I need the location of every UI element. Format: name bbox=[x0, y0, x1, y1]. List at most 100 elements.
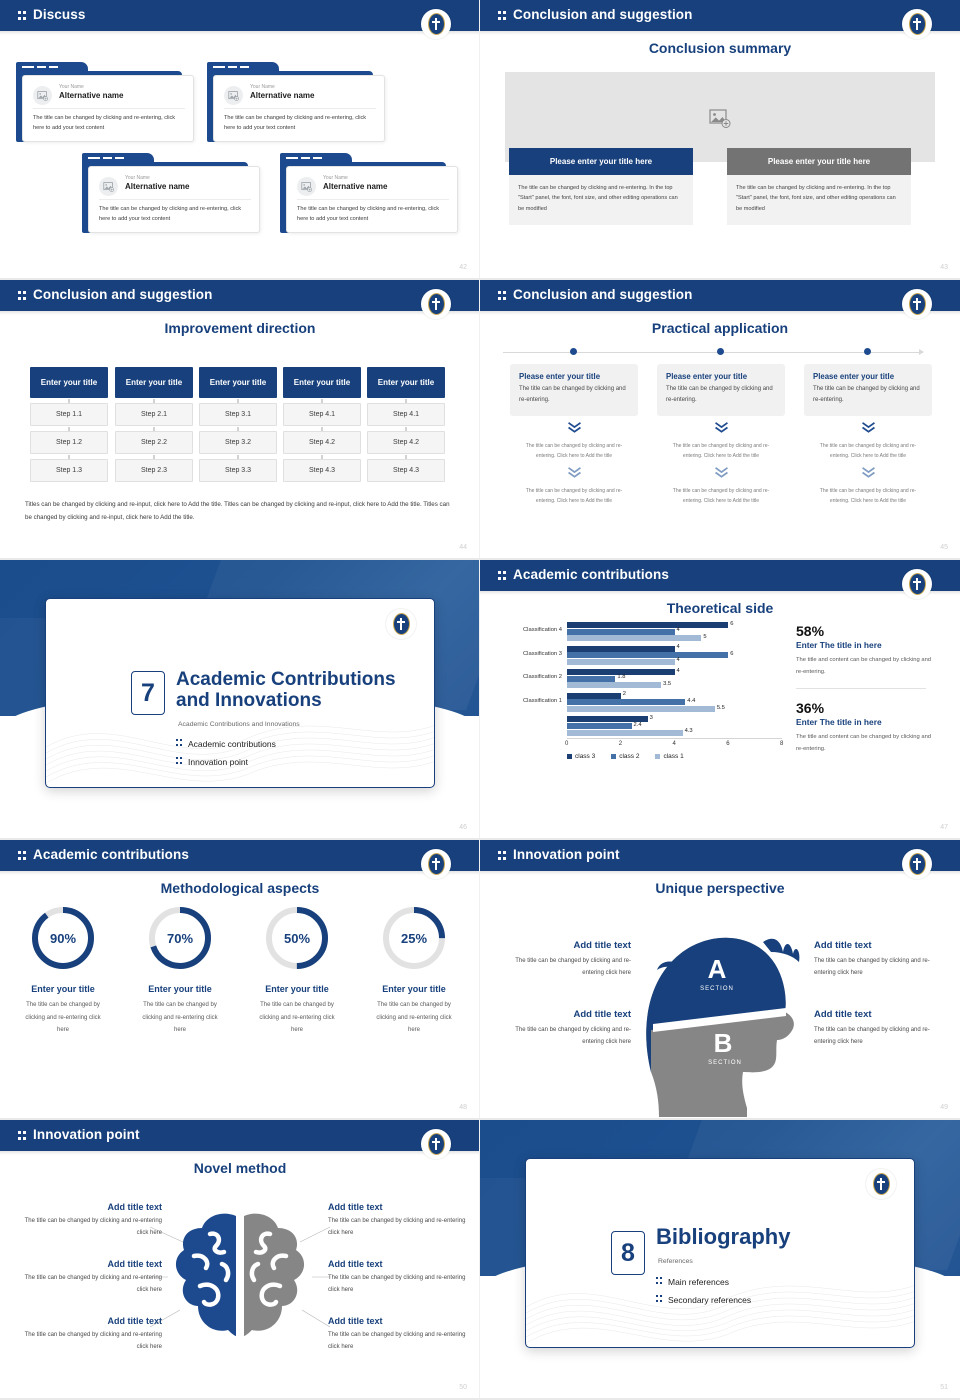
step-item[interactable]: Step 4.3 bbox=[283, 459, 361, 482]
slide-title: Unique perspective bbox=[655, 880, 785, 896]
bar-chart: 6 4 5 4 6 4 4 1.8 3.5 2 4.4 5.5 3 2.4 4.3 Classificati… bbox=[500, 620, 790, 765]
slide-header-title: Conclusion and suggestion bbox=[513, 7, 693, 22]
header-shadow bbox=[480, 871, 960, 875]
donut-percent: 50% bbox=[283, 930, 311, 946]
bar bbox=[567, 658, 675, 665]
info-text-block: Add title text The title can be changed … bbox=[494, 940, 631, 979]
info-title: Add title text bbox=[107, 1259, 162, 1269]
step-column-header[interactable]: Enter your title bbox=[283, 367, 361, 398]
timeline-box[interactable]: Please enter your title The title can be… bbox=[657, 364, 785, 416]
section-list-item[interactable]: Academic contributions bbox=[176, 739, 276, 749]
step-item[interactable]: Step 3.1 bbox=[199, 403, 277, 426]
chevron-down-icon bbox=[804, 466, 932, 484]
page-number: 51 bbox=[940, 1384, 948, 1391]
timeline-column: Please enter your title The title can be… bbox=[510, 364, 638, 506]
step-column-header[interactable]: Enter your title bbox=[367, 367, 445, 398]
step-item[interactable]: Step 4.3 bbox=[367, 459, 445, 482]
folder-card[interactable]: Your Name Alternative name The title can… bbox=[16, 62, 194, 142]
header-shadow bbox=[0, 311, 479, 315]
step-item[interactable]: Step 4.2 bbox=[367, 431, 445, 454]
summary-column[interactable]: Please enter your title here The title c… bbox=[727, 148, 911, 226]
folder-name-small: Your Name bbox=[250, 84, 275, 90]
step-item[interactable]: Step 4.1 bbox=[367, 403, 445, 426]
slide-header: Conclusion and suggestion bbox=[480, 280, 960, 311]
section-list-item[interactable]: Innovation point bbox=[176, 757, 248, 767]
info-body: The title can be changed by clicking and… bbox=[328, 1332, 466, 1350]
step-item[interactable]: Step 4.1 bbox=[283, 403, 361, 426]
section-a-sublabel: SECTION bbox=[700, 986, 734, 992]
kpi-title: Enter The title in here bbox=[796, 717, 882, 727]
cross-logo-icon bbox=[902, 9, 932, 39]
slide-title: Conclusion summary bbox=[648, 40, 792, 56]
summary-caption[interactable]: Please enter your title here bbox=[509, 148, 693, 175]
section-card: 7 Academic Contributions and Innovations… bbox=[45, 598, 435, 788]
folder-card[interactable]: Your Name Alternative name The title can… bbox=[82, 153, 260, 233]
summary-column[interactable]: Please enter your title here The title c… bbox=[509, 148, 693, 226]
section-list-item[interactable]: Secondary references bbox=[656, 1295, 751, 1305]
x-tick-label: 6 bbox=[726, 741, 730, 747]
summary-caption[interactable]: Please enter your title here bbox=[727, 148, 911, 175]
step-column-header[interactable]: Enter your title bbox=[115, 367, 193, 398]
section-subtitle: Academic Contributions and Innovations bbox=[178, 721, 300, 728]
info-title: Add title text bbox=[573, 940, 631, 951]
step-item[interactable]: Step 2.1 bbox=[115, 403, 193, 426]
chevron-down-icon bbox=[657, 421, 785, 439]
cross-logo-icon bbox=[902, 849, 932, 879]
image-placeholder-box[interactable] bbox=[505, 72, 935, 162]
folder-name: Alternative name bbox=[323, 182, 388, 191]
step-item[interactable]: Step 2.3 bbox=[115, 459, 193, 482]
timeline-sub: The title can be changed by clicking and… bbox=[819, 442, 917, 459]
dots-icon bbox=[656, 1277, 664, 1284]
x-tick-label: 4 bbox=[672, 741, 676, 747]
timeline-title: Please enter your title bbox=[666, 372, 748, 381]
bar-value-label: 4.4 bbox=[687, 697, 696, 704]
info-title: Add title text bbox=[328, 1202, 383, 1212]
header-shadow bbox=[480, 591, 960, 595]
bar bbox=[567, 723, 632, 729]
slide-header: Conclusion and suggestion bbox=[0, 280, 479, 311]
timeline-box[interactable]: Please enter your title The title can be… bbox=[804, 364, 932, 416]
folder-card[interactable]: Your Name Alternative name The title can… bbox=[207, 62, 385, 142]
timeline-sub: The title can be changed by clicking and… bbox=[672, 442, 770, 459]
donut-block: 70% Enter your title The title can be chan… bbox=[130, 905, 230, 1037]
section-title: Bibliography bbox=[656, 1224, 791, 1249]
timeline-box[interactable]: Please enter your title The title can be… bbox=[510, 364, 638, 416]
section-list-item[interactable]: Main references bbox=[656, 1277, 729, 1287]
step-item[interactable]: Step 3.2 bbox=[199, 431, 277, 454]
slide-title: Novel method bbox=[193, 1160, 287, 1176]
step-item[interactable]: Step 4.2 bbox=[283, 431, 361, 454]
bar-category-label: Classification 4 bbox=[523, 627, 562, 633]
timeline-sub: The title can be changed by clicking and… bbox=[525, 442, 623, 459]
folder-card[interactable]: Your Name Alternative name The title can… bbox=[280, 153, 458, 233]
timeline-body: The title can be changed by clicking and… bbox=[519, 386, 626, 404]
step-column-header[interactable]: Enter your title bbox=[30, 367, 108, 398]
step-item[interactable]: Step 1.1 bbox=[30, 403, 108, 426]
divider bbox=[297, 199, 449, 200]
slide-header: Academic contributions bbox=[0, 840, 479, 871]
info-title: Add title text bbox=[573, 1009, 631, 1020]
info-title: Add title text bbox=[107, 1316, 162, 1326]
slide-novel-method: Innovation point Novel method bbox=[0, 1120, 480, 1400]
step-item[interactable]: Step 1.2 bbox=[30, 431, 108, 454]
slide-header-title: Innovation point bbox=[513, 847, 620, 862]
page-number: 50 bbox=[459, 1384, 467, 1391]
step-item[interactable]: Step 2.2 bbox=[115, 431, 193, 454]
slide-title: Methodological aspects bbox=[160, 880, 320, 896]
step-item[interactable]: Step 3.3 bbox=[199, 459, 277, 482]
info-title: Add title text bbox=[328, 1259, 383, 1269]
info-body: The title can be changed by clicking and… bbox=[814, 958, 930, 976]
step-column-header[interactable]: Enter your title bbox=[199, 367, 277, 398]
donut-title: Enter your title bbox=[382, 984, 446, 994]
page-number: 47 bbox=[940, 824, 948, 831]
bar-value-label: 2.4 bbox=[633, 721, 642, 728]
step-item[interactable]: Step 1.3 bbox=[30, 459, 108, 482]
folder-tab-icon bbox=[280, 153, 352, 164]
chevron-down-icon bbox=[657, 466, 785, 484]
x-tick-label: 2 bbox=[618, 741, 623, 747]
page-number: 44 bbox=[459, 544, 467, 551]
donut-percent: 90% bbox=[49, 930, 77, 946]
donut-body: The title can be changed by clicking and… bbox=[259, 1002, 335, 1034]
legend-label: class 3 bbox=[575, 753, 596, 760]
slide-conclusion-summary: Conclusion and suggestion Conclusion sum… bbox=[480, 0, 960, 280]
dots-icon bbox=[176, 739, 184, 746]
